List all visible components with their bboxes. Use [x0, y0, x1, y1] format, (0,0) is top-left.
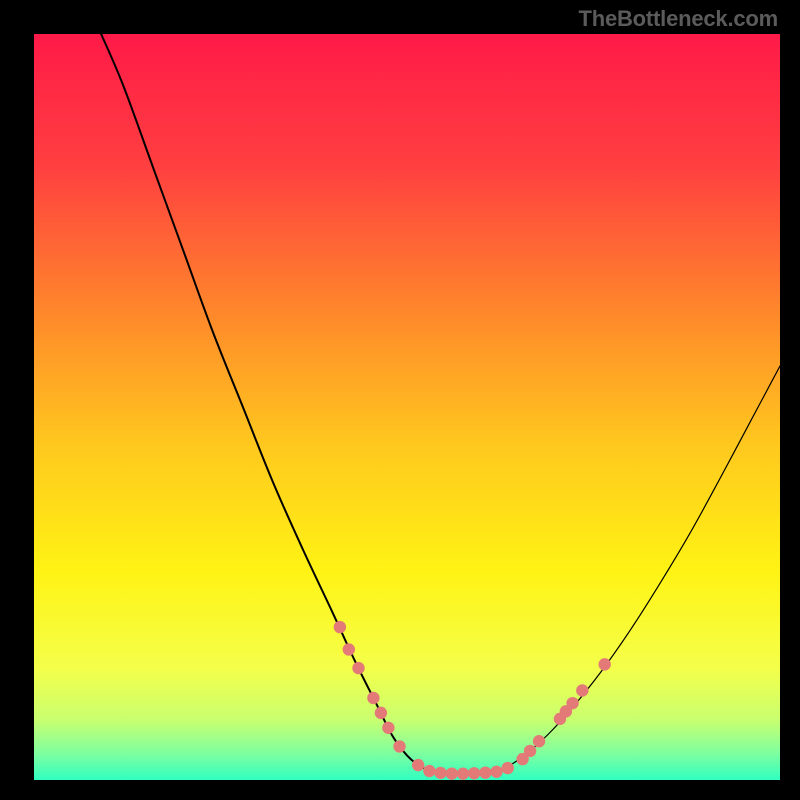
plot-area [34, 34, 780, 780]
marker-point [393, 740, 405, 752]
marker-point [457, 767, 469, 779]
watermark-text: TheBottleneck.com [578, 6, 778, 32]
marker-point [375, 707, 387, 719]
marker-point [382, 722, 394, 734]
marker-point [490, 766, 502, 778]
marker-point [343, 643, 355, 655]
marker-point [533, 735, 545, 747]
marker-point [468, 767, 480, 779]
marker-point [502, 762, 514, 774]
marker-point [566, 697, 578, 709]
marker-point [434, 767, 446, 779]
chart-frame: TheBottleneck.com [0, 0, 800, 800]
marker-point [576, 684, 588, 696]
marker-point [598, 658, 610, 670]
marker-point [423, 765, 435, 777]
marker-point [352, 662, 364, 674]
marker-point [412, 759, 424, 771]
marker-point [446, 767, 458, 779]
marker-point [367, 692, 379, 704]
marker-point [524, 745, 536, 757]
marker-point [479, 766, 491, 778]
marker-point [334, 621, 346, 633]
